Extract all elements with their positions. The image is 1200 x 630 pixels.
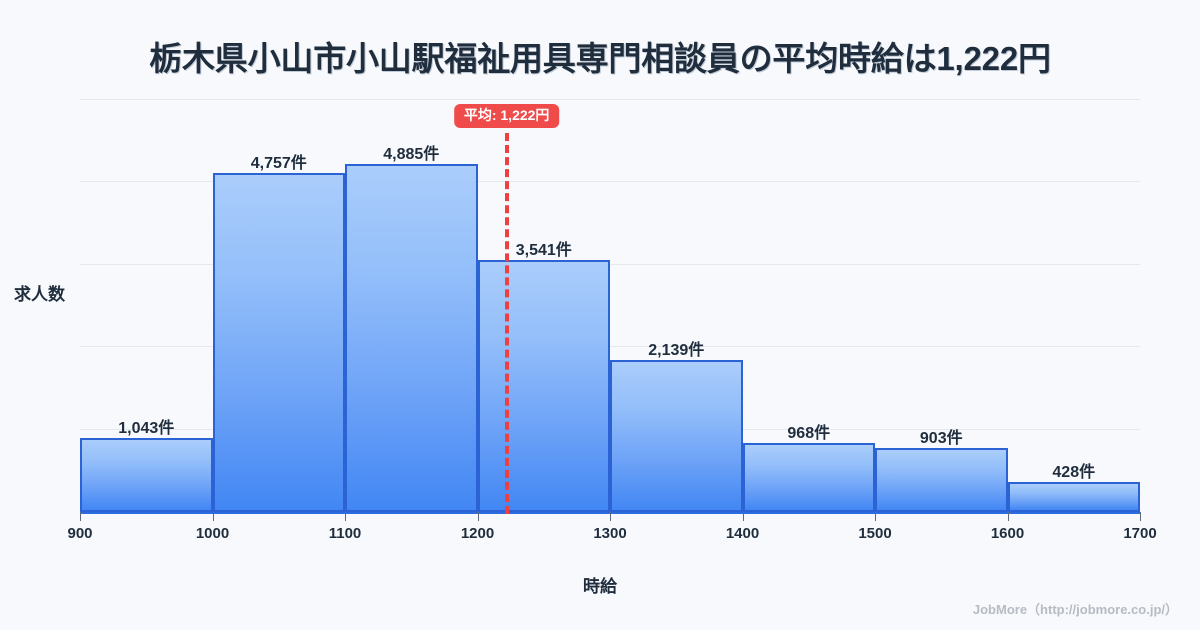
x-axis-tick — [1140, 512, 1141, 521]
bar-value-label: 3,541件 — [515, 241, 572, 259]
x-axis-tick — [610, 512, 611, 521]
footer-credit: JobMore（http://jobmore.co.jp/） — [972, 602, 1178, 617]
bar-value-label: 428件 — [1052, 463, 1096, 481]
x-axis-tick — [477, 512, 479, 521]
bar-value-label: 903件 — [919, 429, 963, 447]
x-axis-tick — [345, 512, 346, 521]
gridline — [80, 99, 1140, 100]
plot-area — [80, 99, 1141, 521]
x-axis-tick-label: 1200 — [460, 525, 495, 542]
x-axis-tick-label: 1500 — [858, 525, 892, 542]
x-axis-tick — [212, 512, 214, 521]
x-axis-tick-label: 1100 — [328, 525, 362, 542]
gridline — [80, 264, 1140, 265]
x-axis-tick — [80, 512, 81, 521]
bar-value-label: 4,757件 — [250, 155, 307, 173]
x-axis-tick-label: 1700 — [1123, 525, 1157, 542]
y-axis-title: 求人数 — [14, 285, 65, 304]
x-axis-tick-label: 1600 — [990, 525, 1025, 542]
x-axis-tick-label: 1400 — [725, 525, 760, 542]
bar — [610, 359, 743, 512]
gridline — [80, 181, 1140, 182]
bar-value-label: 4,885件 — [383, 146, 440, 164]
bar — [1007, 481, 1140, 512]
average-badge: 平均: 1,222円 — [453, 104, 560, 129]
x-axis-tick-label: 1000 — [195, 525, 230, 542]
bar-value-label: 1,043件 — [118, 419, 175, 437]
x-axis-tick — [875, 512, 876, 521]
x-axis-tick — [742, 512, 744, 521]
bar — [875, 447, 1008, 512]
page-title: 栃木県小山市小山駅福祉用具専門相談員の平均時給は1,222円 — [149, 40, 1051, 77]
bar — [477, 259, 610, 512]
bar-value-label: 968件 — [787, 425, 831, 443]
x-axis-title: 時給 — [583, 577, 617, 596]
average-line — [504, 133, 509, 514]
bar — [742, 443, 875, 512]
bar-value-label: 2,139件 — [648, 341, 705, 359]
x-axis-tick-label: 1300 — [593, 525, 627, 542]
gridline — [80, 346, 1140, 347]
bar — [80, 437, 213, 512]
bar — [212, 173, 345, 512]
x-axis-tick-label: 900 — [67, 525, 93, 542]
x-axis-tick — [1007, 512, 1009, 521]
bar — [345, 164, 478, 512]
